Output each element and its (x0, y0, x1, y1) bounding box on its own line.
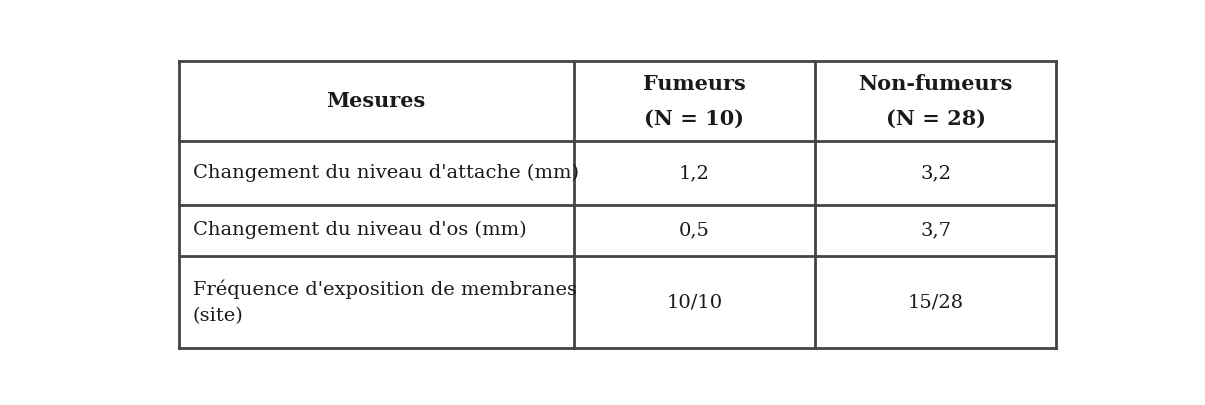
Text: Mesures: Mesures (327, 91, 425, 111)
Text: 15/28: 15/28 (907, 293, 964, 311)
Text: 3,7: 3,7 (921, 222, 951, 239)
Text: 3,2: 3,2 (921, 164, 951, 182)
Text: Changement du niveau d'attache (mm): Changement du niveau d'attache (mm) (193, 164, 578, 182)
Text: (N = 10): (N = 10) (645, 109, 745, 128)
Text: Changement du niveau d'os (mm): Changement du niveau d'os (mm) (193, 221, 527, 239)
Text: 1,2: 1,2 (678, 164, 710, 182)
Text: (N = 28): (N = 28) (886, 109, 986, 128)
Text: Fumeurs: Fumeurs (643, 74, 746, 94)
Text: 10/10: 10/10 (666, 293, 723, 311)
Text: 0,5: 0,5 (678, 222, 710, 239)
Text: Non-fumeurs: Non-fumeurs (859, 74, 1013, 94)
Text: Fréquence d'exposition de membranes
(site): Fréquence d'exposition de membranes (sit… (193, 279, 577, 325)
